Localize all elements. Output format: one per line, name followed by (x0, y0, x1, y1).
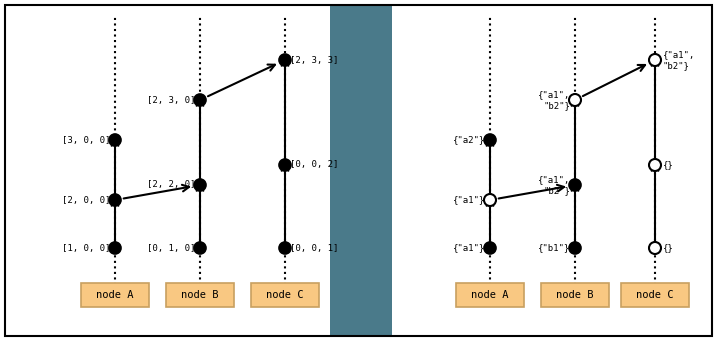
Text: {"a1"}: {"a1"} (452, 243, 485, 252)
Circle shape (194, 94, 206, 106)
Text: [0, 0, 1]: [0, 0, 1] (290, 243, 338, 252)
Text: {"a2"}: {"a2"} (452, 135, 485, 145)
Bar (251, 283, 319, 307)
Circle shape (279, 54, 291, 66)
Text: [0, 0, 2]: [0, 0, 2] (290, 161, 338, 169)
Text: [1, 0, 0]: [1, 0, 0] (62, 243, 110, 252)
Text: {}: {} (663, 243, 674, 252)
Text: {"a1",
"b2"}: {"a1", "b2"} (663, 50, 695, 70)
Circle shape (109, 194, 121, 206)
Text: [2, 0, 0]: [2, 0, 0] (62, 195, 110, 205)
Circle shape (194, 179, 206, 191)
Text: node A: node A (471, 290, 509, 300)
Circle shape (484, 134, 496, 146)
Circle shape (649, 159, 661, 171)
Text: {"a1",
"b2"}: {"a1", "b2"} (538, 90, 570, 110)
Bar (456, 283, 524, 307)
Text: {"a1",
"b2"}: {"a1", "b2"} (538, 175, 570, 195)
Circle shape (109, 242, 121, 254)
Circle shape (109, 134, 121, 146)
Circle shape (484, 194, 496, 206)
Text: {}: {} (663, 161, 674, 169)
Bar (81, 283, 149, 307)
Circle shape (194, 242, 206, 254)
Text: [3, 0, 0]: [3, 0, 0] (62, 135, 110, 145)
Bar (166, 283, 234, 307)
Text: [2, 2, 0]: [2, 2, 0] (146, 180, 195, 190)
Text: node C: node C (636, 290, 674, 300)
Text: {"a1"}: {"a1"} (452, 195, 485, 205)
Text: [2, 3, 3]: [2, 3, 3] (290, 56, 338, 64)
Circle shape (279, 159, 291, 171)
Circle shape (484, 242, 496, 254)
Circle shape (649, 242, 661, 254)
Circle shape (569, 242, 581, 254)
Bar (621, 283, 689, 307)
Circle shape (279, 242, 291, 254)
Circle shape (569, 179, 581, 191)
Bar (330, 5, 392, 336)
Circle shape (569, 94, 581, 106)
Text: {"b1"}: {"b1"} (538, 243, 570, 252)
Text: [2, 3, 0]: [2, 3, 0] (146, 95, 195, 104)
Circle shape (649, 54, 661, 66)
Text: node A: node A (96, 290, 134, 300)
Text: node B: node B (556, 290, 594, 300)
Bar (541, 283, 609, 307)
Text: [0, 1, 0]: [0, 1, 0] (146, 243, 195, 252)
Text: node C: node C (266, 290, 304, 300)
Text: node B: node B (181, 290, 219, 300)
